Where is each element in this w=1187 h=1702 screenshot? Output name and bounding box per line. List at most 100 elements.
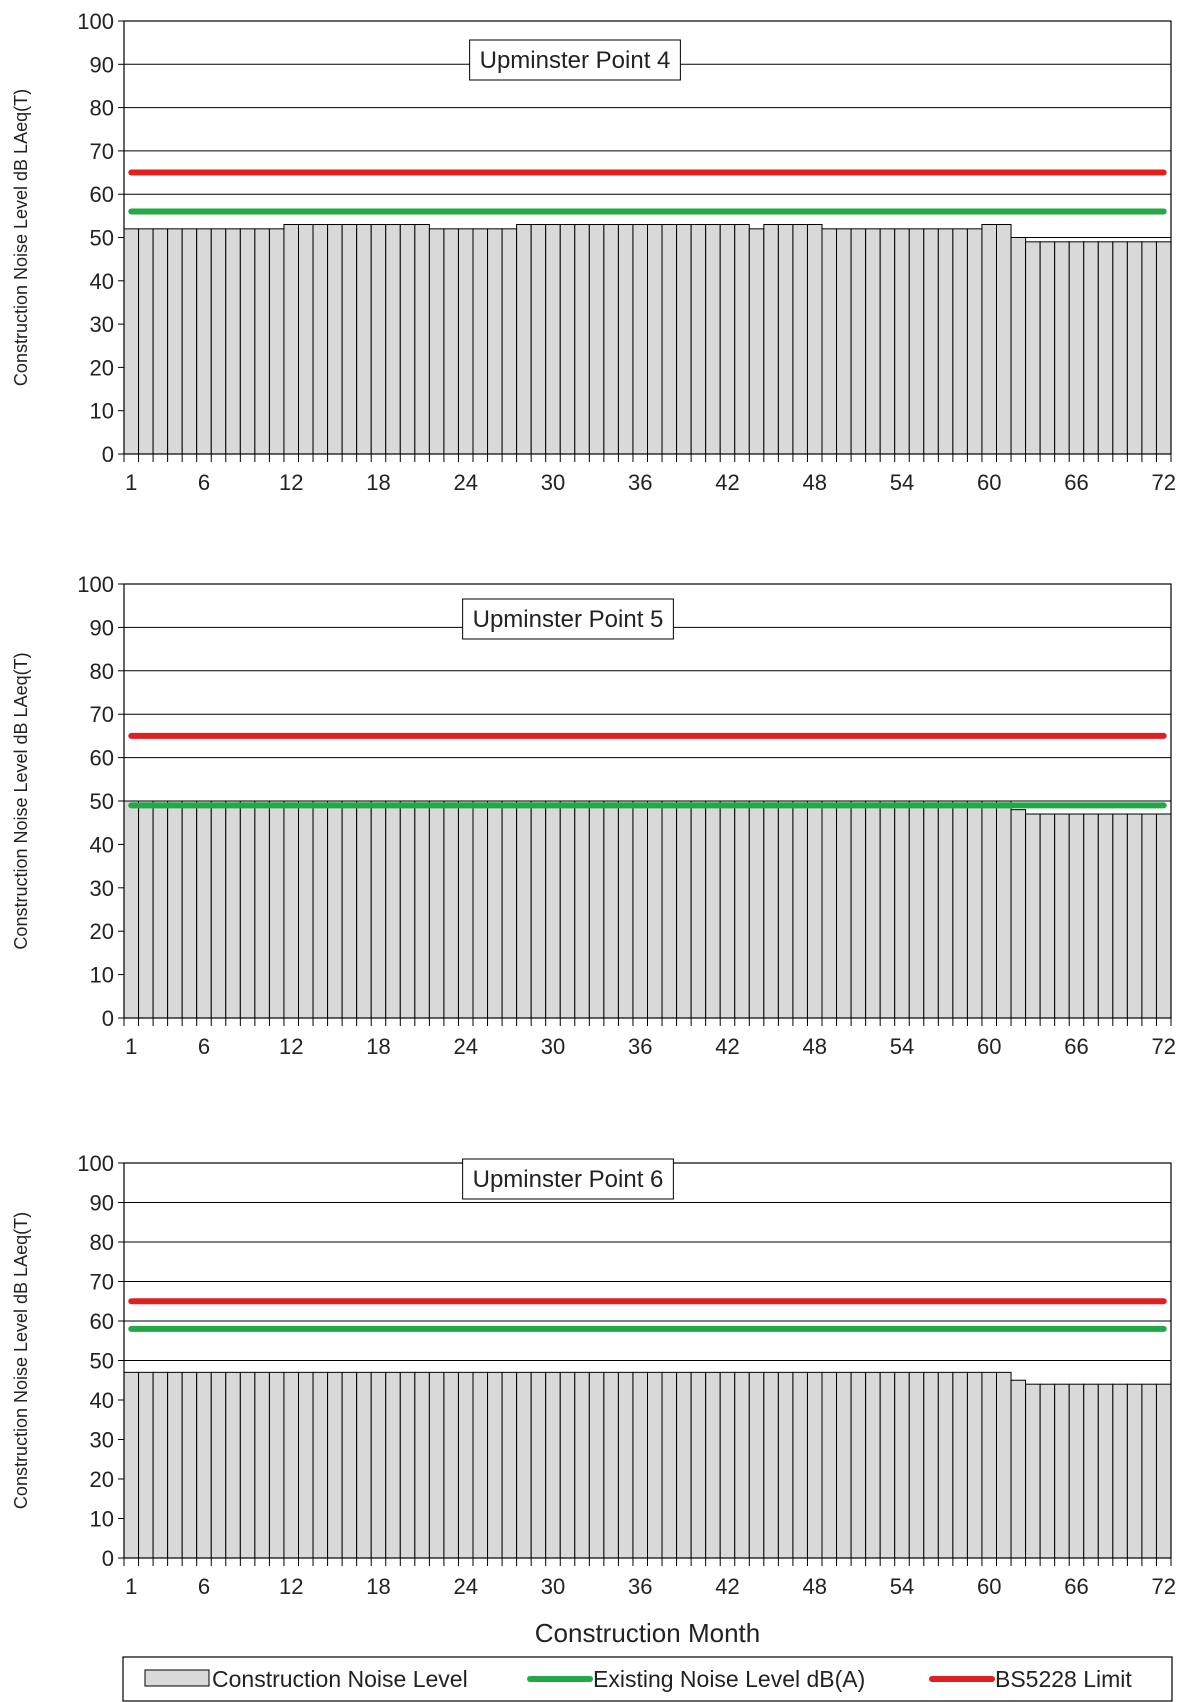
x-tick-label: 36 (628, 470, 652, 495)
bar (472, 228, 489, 455)
bar (1141, 813, 1157, 1019)
bar (1010, 1379, 1027, 1559)
bar (937, 800, 954, 1019)
bar (1025, 241, 1041, 455)
bar (981, 800, 997, 1019)
bar (574, 224, 590, 455)
y-tick-label: 100 (77, 572, 114, 597)
bar (908, 800, 925, 1019)
bar (443, 800, 459, 1019)
x-axis-label: Construction Month (535, 1618, 760, 1648)
legend-label: Existing Noise Level dB(A) (593, 1666, 865, 1692)
bar (268, 228, 285, 455)
legend-label: Construction Noise Level (212, 1666, 468, 1692)
bar (647, 800, 663, 1019)
bar (1039, 1383, 1056, 1559)
bar (632, 224, 648, 455)
bar (792, 224, 808, 455)
x-tick-label: 24 (453, 1574, 477, 1599)
bar (588, 1371, 605, 1559)
bar (792, 800, 808, 1019)
bar (283, 224, 300, 455)
chart-panel-6: 0 10 20 30 40 50 60 70 80 90 100 1 6 12 18 24 30 36 42 48 54… (11, 1151, 1176, 1648)
x-tick-label: 42 (715, 1034, 739, 1059)
bar (225, 800, 241, 1019)
bar (312, 800, 329, 1019)
chart-title: Upminster Point 6 (473, 1166, 664, 1193)
legend: Construction Noise Level Existing Noise L… (122, 1656, 1173, 1702)
bar (647, 224, 663, 455)
bar (472, 1371, 489, 1559)
bar (1025, 1383, 1041, 1559)
x-tick-label: 1 (125, 1034, 137, 1059)
y-tick-label: 90 (90, 52, 114, 77)
bar (327, 224, 343, 455)
chart-title-box: Upminster Point 5 (462, 598, 674, 640)
bar (748, 1371, 765, 1559)
bar (327, 800, 343, 1019)
bar (356, 800, 372, 1019)
bar (530, 800, 547, 1019)
y-tick-label: 0 (102, 1006, 114, 1031)
bar (1126, 813, 1143, 1019)
y-tick-label: 70 (90, 139, 114, 164)
bar (414, 224, 430, 455)
y-tick-label: 60 (90, 1309, 114, 1334)
bar (1141, 241, 1157, 455)
bar (603, 1371, 619, 1559)
bar (908, 228, 925, 455)
y-axis-label: Construction Noise Level dB LAeq(T) (11, 652, 31, 949)
bar (138, 800, 154, 1019)
bar (152, 1371, 169, 1559)
legend-frame (122, 1656, 1173, 1702)
bar (312, 224, 329, 455)
x-tick-label: 6 (198, 1034, 210, 1059)
bar (574, 800, 590, 1019)
bar (414, 800, 430, 1019)
bar (516, 800, 532, 1019)
bar (1155, 813, 1172, 1019)
x-tick-label: 72 (1151, 470, 1175, 495)
bar (676, 1371, 692, 1559)
bar (966, 1371, 983, 1559)
y-tick-label: 60 (90, 746, 114, 771)
y-axis-label: Construction Noise Level dB LAeq(T) (11, 1212, 31, 1509)
bar (210, 800, 227, 1019)
bar (923, 800, 939, 1019)
x-tick-label: 54 (890, 470, 914, 495)
bar (181, 800, 198, 1019)
bar (312, 1371, 329, 1559)
bar (1083, 813, 1099, 1019)
bar (719, 1371, 736, 1559)
bar (705, 224, 721, 455)
bar (210, 1371, 227, 1559)
bar (545, 1371, 561, 1559)
bar (501, 1371, 518, 1559)
x-tick-label: 66 (1064, 1574, 1088, 1599)
x-tick-label: 6 (198, 470, 210, 495)
bar (1068, 241, 1085, 455)
bar (225, 228, 241, 455)
y-tick-label: 70 (90, 702, 114, 727)
bar (806, 800, 823, 1019)
bar (850, 228, 867, 455)
bar (428, 228, 445, 455)
y-tick-label: 30 (90, 1428, 114, 1453)
title-frame (469, 39, 681, 81)
bar (1097, 813, 1114, 1019)
bar (981, 1371, 997, 1559)
bar (254, 1371, 270, 1559)
bar (1155, 241, 1172, 455)
bar (1155, 1383, 1172, 1559)
bar (1039, 241, 1056, 455)
bar (414, 1371, 430, 1559)
x-tick-label: 1 (125, 470, 137, 495)
bar (894, 800, 910, 1019)
bar (1068, 1383, 1085, 1559)
bar (705, 1371, 721, 1559)
bar (487, 228, 503, 455)
bar (865, 228, 881, 455)
bar (254, 228, 270, 455)
bar (1112, 1383, 1128, 1559)
chart-title: Upminster Point 5 (473, 606, 664, 633)
